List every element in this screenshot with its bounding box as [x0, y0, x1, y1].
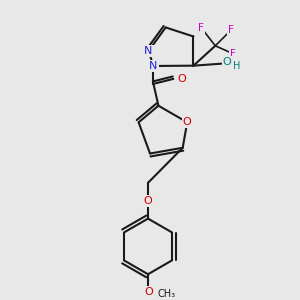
Text: H: H: [233, 61, 241, 71]
Text: O: O: [183, 117, 192, 127]
Text: O: O: [222, 57, 231, 67]
Text: CH₃: CH₃: [158, 289, 176, 299]
Text: N: N: [144, 46, 153, 56]
Text: F: F: [228, 25, 234, 35]
Text: F: F: [198, 23, 204, 33]
Text: O: O: [177, 74, 186, 84]
Text: O: O: [145, 287, 153, 297]
Text: N: N: [149, 61, 158, 71]
Text: F: F: [230, 49, 236, 59]
Text: O: O: [144, 196, 152, 206]
